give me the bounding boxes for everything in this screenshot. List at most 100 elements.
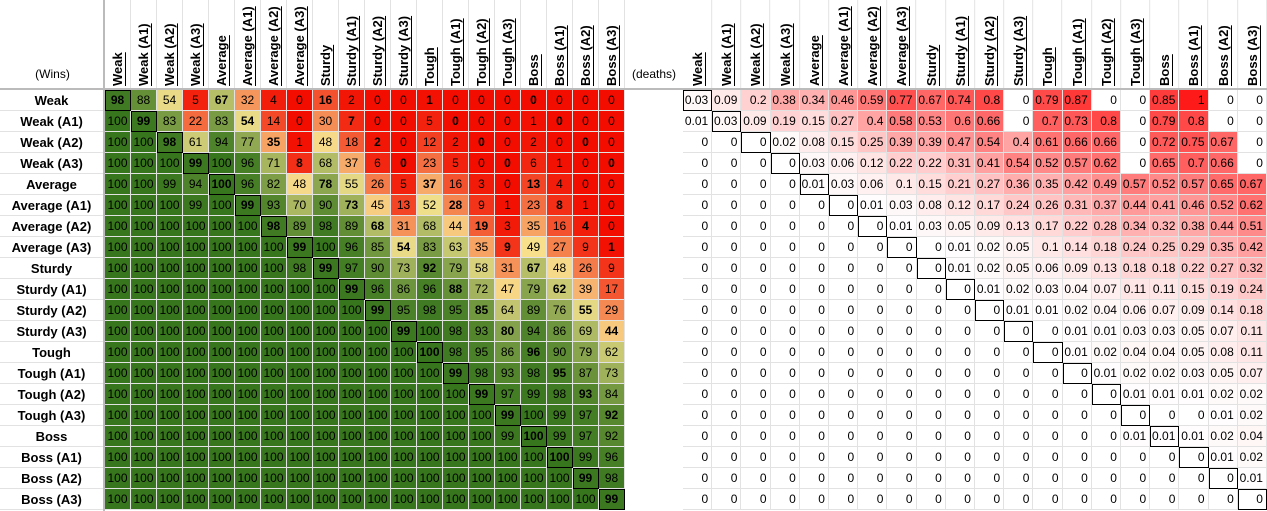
deaths-cell: 0.01	[1033, 300, 1063, 321]
deaths-cell: 0	[1121, 468, 1151, 489]
wins-cell: 0	[573, 90, 599, 111]
deaths-cell: 0	[1208, 111, 1238, 132]
deaths-cell: 0	[858, 363, 888, 384]
deaths-cell: 0	[1121, 90, 1151, 111]
deaths-cell: 0	[799, 342, 829, 363]
deaths-cell: 0.41	[1150, 195, 1180, 216]
wins-cell: 78	[313, 174, 339, 195]
wins-cell: 0	[599, 195, 625, 216]
deaths-cell: 0	[1237, 111, 1267, 132]
deaths-cell: 0	[683, 237, 713, 258]
wins-cell: 9	[599, 258, 625, 279]
deaths-cell: 0	[799, 300, 829, 321]
wins-cell: 100	[183, 279, 209, 300]
wins-cell: 0	[599, 174, 625, 195]
wins-cell: 100	[105, 258, 131, 279]
wins-cell: 3	[495, 216, 521, 237]
deaths-cell: 0.06	[1121, 300, 1151, 321]
deaths-cell: 0	[712, 468, 742, 489]
wins-cell: 27	[547, 237, 573, 258]
deaths-cell: 0	[887, 468, 917, 489]
wins-cell: 100	[443, 489, 469, 510]
deaths-cell: 0	[1237, 489, 1267, 510]
row-header: Boss	[0, 426, 103, 447]
deaths-cell: 0.05	[1004, 258, 1034, 279]
wins-cell: 100	[235, 384, 261, 405]
wins-cell: 100	[547, 489, 573, 510]
deaths-cell: 0	[858, 279, 888, 300]
wins-cell: 100	[287, 426, 313, 447]
deaths-cell: 0	[741, 216, 771, 237]
wins-cell: 79	[443, 258, 469, 279]
deaths-cell: 0	[1033, 321, 1063, 342]
deaths-cell: 0	[1033, 489, 1063, 510]
deaths-cell: 0	[916, 384, 946, 405]
wins-cell: 54	[157, 90, 183, 111]
wins-cell: 98	[417, 300, 443, 321]
wins-column-header: Weak (A1)	[131, 0, 157, 88]
wins-cell: 0	[573, 111, 599, 132]
wins-cell: 100	[469, 426, 495, 447]
deaths-cell: 0.38	[770, 90, 800, 111]
deaths-cell: 0.01	[1150, 426, 1180, 447]
wins-cell: 100	[209, 195, 235, 216]
deaths-cell: 0.44	[1121, 195, 1151, 216]
wins-cell: 100	[105, 216, 131, 237]
wins-cell: 16	[313, 90, 339, 111]
deaths-cell: 0	[916, 342, 946, 363]
deaths-cell: 0.74	[945, 90, 975, 111]
wins-cell: 96	[339, 237, 365, 258]
wins-cell: 94	[521, 321, 547, 342]
deaths-cell: 0.37	[1091, 195, 1121, 216]
wins-cell: 0	[391, 132, 417, 153]
deaths-cell: 0	[1121, 447, 1151, 468]
deaths-cell: 0.12	[945, 195, 975, 216]
deaths-cell: 0.02	[975, 237, 1005, 258]
deaths-cell: 0	[683, 321, 713, 342]
deaths-cell: 0	[741, 174, 771, 195]
deaths-cell: 0.06	[1033, 258, 1063, 279]
deaths-cell: 0.01	[1208, 405, 1238, 426]
deaths-cell: 0.58	[887, 111, 917, 132]
wins-cell: 100	[131, 174, 157, 195]
wins-cell: 100	[183, 405, 209, 426]
deaths-cell: 0.47	[945, 132, 975, 153]
row-header: Average (A2)	[0, 216, 103, 237]
deaths-cell: 0	[712, 279, 742, 300]
deaths-cell: 0.05	[1208, 363, 1238, 384]
wins-cell: 48	[547, 258, 573, 279]
wins-cell: 100	[105, 174, 131, 195]
wins-cell: 0	[365, 111, 391, 132]
deaths-cell: 0	[1208, 468, 1238, 489]
wins-column-header: Sturdy (A1)	[339, 0, 365, 88]
wins-cell: 100	[261, 447, 287, 468]
wins-column-header: Tough (A3)	[495, 0, 521, 88]
deaths-cell: 0	[683, 342, 713, 363]
wins-cell: 8	[287, 153, 313, 174]
wins-cell: 83	[209, 111, 235, 132]
deaths-cell: 0	[858, 258, 888, 279]
wins-cell: 100	[209, 279, 235, 300]
wins-cell: 8	[547, 195, 573, 216]
deaths-cell: 0.02	[1091, 342, 1121, 363]
wins-cell: 100	[287, 321, 313, 342]
wins-cell: 1	[547, 153, 573, 174]
wins-cell: 13	[391, 195, 417, 216]
deaths-cell: 0.62	[1091, 153, 1121, 174]
deaths-cell: 0	[829, 468, 859, 489]
wins-cell: 100	[287, 405, 313, 426]
wins-cell: 0	[547, 132, 573, 153]
deaths-cell: 0.06	[829, 153, 859, 174]
wins-cell: 30	[313, 111, 339, 132]
deaths-cell: 0.04	[1091, 300, 1121, 321]
deaths-cell: 0	[1033, 426, 1063, 447]
wins-cell: 99	[469, 384, 495, 405]
deaths-cell: 0	[770, 405, 800, 426]
deaths-cell: 0.51	[1237, 216, 1267, 237]
wins-cell: 93	[469, 321, 495, 342]
deaths-cell: 0	[1033, 384, 1063, 405]
deaths-cell: 0.53	[916, 111, 946, 132]
wins-cell: 92	[417, 258, 443, 279]
deaths-cell: 0.01	[1121, 426, 1151, 447]
deaths-cell: 0.13	[1004, 216, 1034, 237]
